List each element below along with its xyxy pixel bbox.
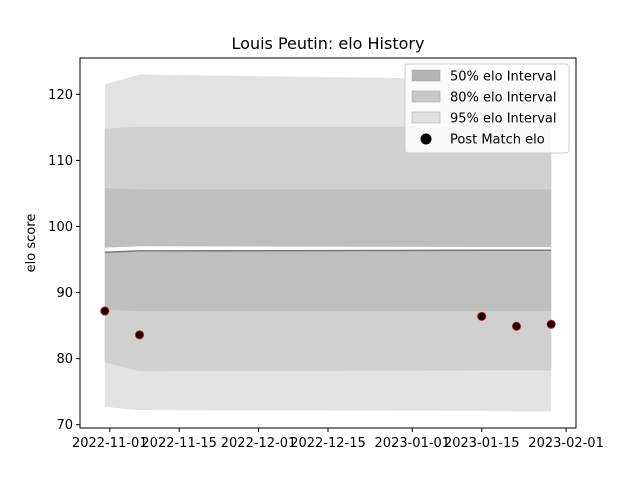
mean-elo-line bbox=[104, 249, 552, 253]
post-match-point bbox=[511, 321, 521, 331]
post-match-point bbox=[477, 311, 487, 321]
y-tick-label: 90 bbox=[56, 286, 73, 301]
legend: 50% elo Interval 80% elo Interval 95% elo … bbox=[404, 63, 570, 154]
y-axis-label: elo score bbox=[24, 214, 39, 273]
x-tick-label: 2023-01-15 bbox=[444, 436, 520, 451]
legend-label: 95% elo Interval bbox=[450, 112, 557, 127]
y-tick-label: 100 bbox=[48, 220, 73, 235]
x-tick-label: 2022-12-15 bbox=[290, 436, 366, 451]
x-tick-label: 2023-02-01 bbox=[528, 436, 604, 451]
post-match-point bbox=[135, 330, 145, 340]
legend-box bbox=[404, 63, 570, 154]
legend-marker bbox=[420, 133, 432, 145]
series-lines bbox=[104, 249, 552, 253]
x-tick-label: 2022-12-01 bbox=[221, 436, 297, 451]
x-tick-label: 2022-11-15 bbox=[141, 436, 217, 451]
y-tick-label: 80 bbox=[56, 352, 73, 367]
x-tick-label: 2022-11-01 bbox=[72, 436, 148, 451]
legend-label: Post Match elo bbox=[450, 133, 545, 148]
post-match-points bbox=[100, 306, 556, 340]
x-tick-label: 2023-01-01 bbox=[375, 436, 451, 451]
legend-label: 50% elo Interval bbox=[450, 70, 557, 85]
post-match-point bbox=[100, 306, 110, 316]
legend-swatch bbox=[411, 111, 441, 124]
legend-label: 80% elo Interval bbox=[450, 91, 557, 106]
post-match-point bbox=[546, 319, 556, 329]
legend-swatch bbox=[411, 90, 441, 103]
interval-bands bbox=[104, 74, 552, 412]
y-axis: 70 80 90 100 110 120 bbox=[48, 88, 80, 433]
chart-title: Louis Peutin: elo History bbox=[232, 34, 425, 53]
y-tick-label: 70 bbox=[56, 418, 73, 433]
legend-swatch bbox=[411, 69, 441, 82]
y-tick-label: 120 bbox=[48, 88, 73, 103]
plot-area bbox=[100, 74, 556, 412]
y-tick-label: 110 bbox=[48, 154, 73, 169]
